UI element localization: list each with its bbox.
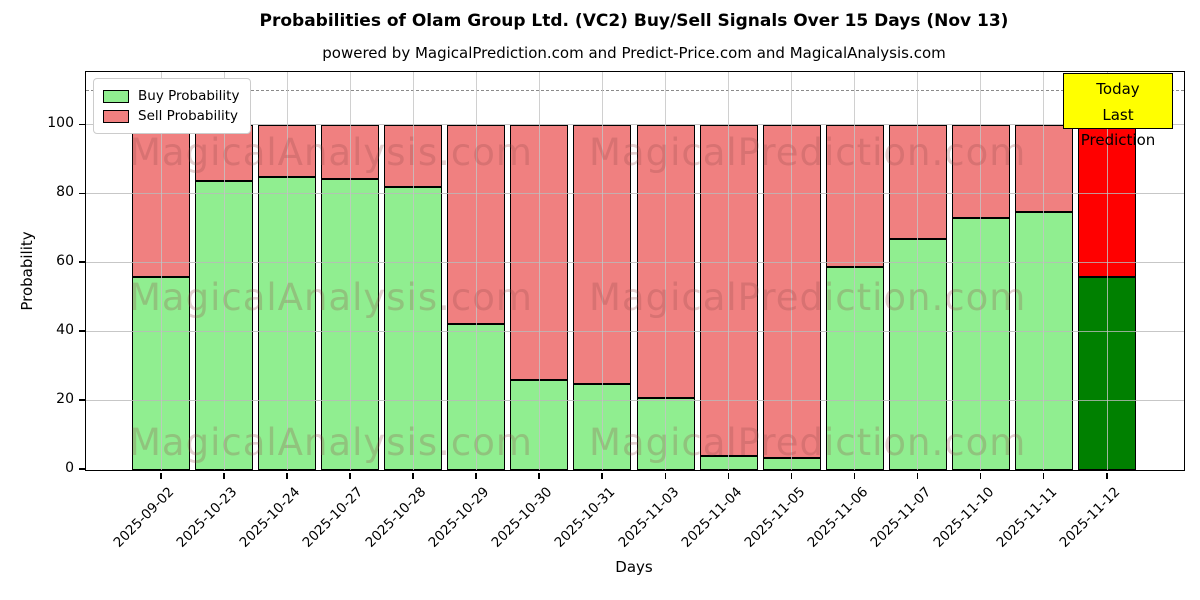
x-tick-label: 2025-11-11: [993, 484, 1061, 551]
x-tick-mark: [790, 472, 793, 479]
v-gridline: [917, 72, 919, 470]
h-gridline: [86, 124, 1184, 126]
v-gridline: [1043, 72, 1045, 470]
x-tick-label: 2025-11-05: [741, 484, 809, 551]
y-tick-mark: [79, 123, 85, 126]
y-tick-label: 0: [65, 460, 74, 476]
y-tick-label: 100: [47, 115, 74, 132]
chart-legend: Buy Probability Sell Probability: [93, 78, 252, 134]
y-tick-label: 80: [56, 184, 74, 201]
x-tick-label: 2025-11-06: [804, 484, 872, 551]
h-gridline: [86, 193, 1184, 195]
v-gridline: [286, 72, 288, 470]
y-tick-label: 20: [56, 391, 74, 408]
today-annotation: Today Last Prediction: [1063, 73, 1173, 149]
x-tick-mark: [475, 472, 477, 479]
x-tick-mark: [349, 472, 351, 479]
x-tick-label: 2025-11-03: [615, 484, 682, 551]
x-tick-label: 2025-10-28: [362, 484, 430, 551]
v-gridline: [791, 72, 793, 470]
watermark-text: MagicalPrediction.com: [589, 131, 1027, 174]
today-annotation-line1: Today: [1096, 80, 1140, 98]
watermark-text: MagicalPrediction.com: [589, 421, 1027, 464]
today-annotation-line2: Last Prediction: [1080, 105, 1156, 150]
watermark-text: MagicalAnalysis.com: [129, 276, 533, 319]
x-tick-mark: [538, 472, 540, 479]
y-tick-mark: [79, 330, 85, 332]
y-tick-mark: [79, 192, 85, 195]
v-gridline: [412, 72, 414, 470]
v-gridline: [665, 72, 667, 470]
watermark-text: MagicalPrediction.com: [589, 276, 1027, 319]
x-tick-mark: [286, 472, 288, 479]
x-tick-mark: [979, 472, 982, 479]
v-gridline: [601, 72, 603, 470]
sell-swatch-icon: [103, 109, 129, 123]
x-tick-mark: [1042, 472, 1045, 479]
v-gridline: [980, 72, 982, 470]
chart-subtitle: powered by MagicalPrediction.com and Pre…: [322, 44, 946, 62]
x-tick-mark: [727, 472, 730, 479]
threshold-dashed-line: [86, 89, 1184, 91]
v-gridline: [728, 72, 730, 470]
x-axis-label: Days: [615, 558, 653, 576]
x-tick-mark: [1106, 472, 1108, 479]
x-tick-mark: [160, 472, 162, 479]
chart-title: Probabilities of Olam Group Ltd. (VC2) B…: [259, 11, 1009, 31]
x-tick-mark: [853, 472, 856, 479]
v-gridline: [349, 72, 351, 470]
x-tick-mark: [664, 472, 667, 479]
watermark-text: MagicalAnalysis.com: [129, 421, 533, 464]
y-tick-mark: [79, 468, 85, 470]
watermark-text: MagicalAnalysis.com: [129, 131, 533, 174]
y-tick-mark: [79, 399, 85, 401]
v-gridline: [538, 72, 540, 470]
v-gridline: [475, 72, 477, 470]
x-tick-label: 2025-11-12: [1056, 484, 1124, 551]
h-gridline: [86, 262, 1184, 264]
x-tick-mark: [223, 472, 225, 479]
legend-sell-label: Sell Probability: [138, 108, 239, 124]
legend-entry-buy: Buy Probability: [103, 86, 239, 106]
v-gridline: [854, 72, 856, 470]
legend-buy-label: Buy Probability: [138, 88, 240, 104]
h-gridline: [86, 400, 1184, 402]
x-tick-label: 2025-10-23: [173, 484, 241, 551]
x-tick-label: 2025-11-04: [678, 484, 745, 551]
v-gridline: [1106, 72, 1108, 470]
x-tick-label: 2025-11-07: [867, 484, 935, 551]
x-tick-label: 2025-09-02: [110, 484, 178, 551]
y-tick-mark: [79, 261, 85, 263]
x-tick-label: 2025-10-30: [488, 484, 556, 551]
x-tick-label: 2025-11-10: [930, 484, 998, 551]
x-tick-mark: [601, 472, 603, 479]
plot-area: MagicalAnalysis.com MagicalPrediction.com…: [85, 71, 1185, 471]
h-gridline: [86, 331, 1184, 333]
buy-swatch-icon: [103, 89, 129, 103]
x-tick-label: 2025-10-24: [236, 484, 304, 551]
x-tick-mark: [412, 472, 414, 479]
x-tick-label: 2025-10-29: [425, 484, 493, 551]
y-axis-label: Probability: [18, 231, 36, 311]
legend-entry-sell: Sell Probability: [103, 106, 239, 126]
y-tick-label: 40: [56, 322, 74, 339]
v-gridline: [160, 72, 162, 470]
y-tick-label: 60: [56, 253, 74, 270]
x-tick-label: 2025-10-31: [551, 484, 619, 551]
x-tick-label: 2025-10-27: [299, 484, 367, 551]
x-tick-mark: [916, 472, 919, 479]
v-gridline: [223, 72, 225, 470]
